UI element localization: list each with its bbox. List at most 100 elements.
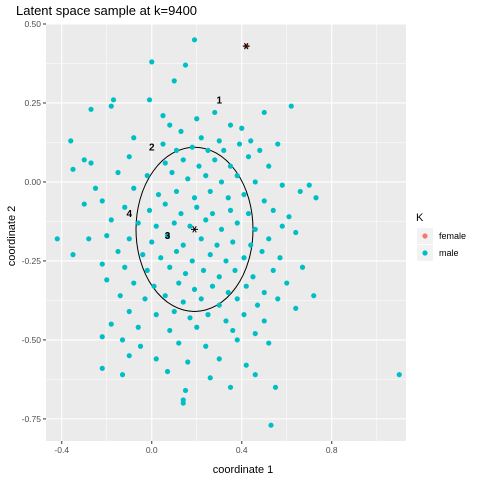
- data-point-male: [270, 267, 276, 274]
- data-point-male: [146, 207, 153, 213]
- data-point-male: [122, 264, 128, 270]
- data-point-male: [189, 144, 195, 150]
- data-point-male: [234, 337, 240, 343]
- data-point-male: [187, 223, 193, 229]
- data-point-male: [178, 128, 184, 135]
- data-point-male: [149, 239, 155, 245]
- annotation-label: 4: [126, 209, 132, 220]
- data-point-male: [54, 236, 60, 242]
- data-point-male: [257, 147, 263, 153]
- data-point-male: [286, 214, 292, 220]
- data-point-male: [297, 188, 303, 195]
- data-point-male: [212, 157, 218, 163]
- data-point-male: [200, 267, 207, 274]
- x-tick-label: 0.8: [326, 445, 338, 455]
- data-point-male: [160, 113, 166, 119]
- data-point-male: [218, 226, 225, 232]
- data-point-male: [313, 195, 319, 201]
- data-point-male: [108, 217, 114, 223]
- data-point-male: [126, 154, 132, 160]
- data-point-male: [272, 384, 279, 390]
- asterisk-stroke: [244, 42, 249, 50]
- data-point-male: [158, 255, 164, 261]
- data-point-male: [203, 217, 209, 223]
- data-point-male: [252, 330, 258, 337]
- data-point-male: [122, 204, 128, 210]
- data-point-male: [153, 312, 159, 318]
- data-point-male: [216, 138, 222, 144]
- data-point-male: [119, 337, 126, 343]
- data-point-male: [68, 138, 74, 144]
- data-point-male: [182, 62, 189, 68]
- data-point-male: [180, 299, 186, 305]
- data-point-male: [164, 368, 171, 375]
- data-point-male: [275, 141, 281, 147]
- data-point-male: [167, 122, 173, 128]
- data-point-male: [248, 138, 254, 144]
- y-tick-label: -0.75: [22, 414, 42, 424]
- data-point-male: [180, 400, 186, 406]
- annotation-label: 3: [165, 231, 171, 242]
- data-point-male: [191, 286, 198, 292]
- y-axis-ticks: 0.50 0.25 0.00 -0.25 -0.50 -0.75: [22, 19, 46, 424]
- data-point-male: [239, 125, 245, 131]
- data-point-male: [232, 267, 238, 274]
- data-point-male: [191, 195, 198, 201]
- data-point-male: [245, 154, 252, 160]
- data-point-male: [279, 223, 285, 229]
- data-point-male: [160, 141, 166, 147]
- asterisk-marker: [242, 42, 250, 50]
- data-point-male: [146, 97, 153, 103]
- data-point-male: [198, 236, 204, 242]
- data-point-male: [187, 315, 193, 321]
- data-point-male: [216, 274, 222, 280]
- data-point-male: [241, 312, 247, 318]
- data-point-male: [144, 267, 150, 274]
- data-point-male: [131, 280, 137, 286]
- data-point-male: [284, 280, 290, 286]
- legend-title: K: [416, 212, 424, 224]
- data-point-male: [99, 334, 105, 340]
- data-point-male: [261, 198, 267, 204]
- data-point-male: [209, 283, 216, 289]
- data-point-male: [173, 248, 180, 255]
- data-point-male: [164, 233, 171, 239]
- data-point-male: [227, 122, 234, 128]
- data-point-male: [131, 185, 137, 191]
- data-point-male: [230, 239, 236, 245]
- data-point-male: [178, 210, 184, 217]
- data-point-male: [230, 327, 236, 334]
- x-tick-label: 0.0: [146, 445, 158, 455]
- plot-panel: [46, 24, 406, 441]
- data-point-male: [151, 283, 157, 289]
- chart-title: Latent space sample at k=9400: [16, 3, 197, 18]
- data-point-male: [119, 372, 126, 378]
- data-point-male: [216, 302, 222, 308]
- data-point-male: [99, 365, 105, 371]
- data-point-male: [135, 324, 141, 330]
- data-point-male: [92, 185, 99, 191]
- data-point-male: [70, 166, 76, 172]
- data-point-male: [266, 236, 272, 242]
- data-point-male: [86, 236, 92, 242]
- legend-swatch-male: [422, 250, 428, 256]
- data-point-male: [194, 116, 200, 122]
- data-point-male: [243, 362, 249, 368]
- data-point-male: [311, 293, 317, 299]
- data-point-male: [173, 188, 180, 195]
- y-tick-label: 0.25: [24, 98, 41, 108]
- data-point-male: [223, 258, 229, 264]
- data-point-male: [261, 109, 267, 116]
- data-point-male: [299, 264, 306, 270]
- data-point-male: [261, 289, 267, 296]
- data-point-male: [171, 78, 177, 84]
- data-point-male: [191, 37, 198, 43]
- asterisk-stroke: [192, 226, 197, 233]
- data-point-male: [198, 135, 204, 141]
- asterisk-marker: [191, 226, 198, 233]
- data-point-male: [115, 169, 121, 176]
- data-point-male: [250, 274, 256, 280]
- data-point-male: [126, 236, 132, 242]
- legend-label-male: male: [439, 248, 459, 258]
